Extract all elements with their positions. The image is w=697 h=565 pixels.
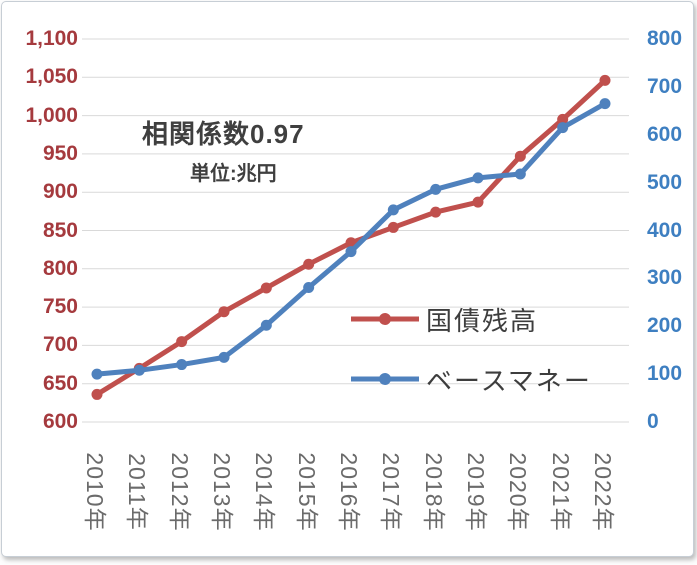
x-axis-tick: 2017年 bbox=[378, 452, 405, 532]
legend-label-base-money: ベースマネー bbox=[426, 365, 592, 396]
bond-balance-marker bbox=[303, 258, 315, 270]
left-axis-tick: 700 bbox=[42, 333, 78, 357]
x-axis-tick: 2015年 bbox=[293, 452, 320, 532]
bond-balance-marker bbox=[557, 113, 569, 125]
base-money-marker bbox=[387, 204, 399, 216]
base-money-marker bbox=[514, 168, 526, 180]
legend-item-base-money: ベースマネー bbox=[349, 365, 592, 396]
left-axis-tick: 650 bbox=[42, 371, 78, 395]
unit-annotation: 単位:兆円 bbox=[190, 163, 277, 185]
left-axis-tick: 750 bbox=[42, 295, 78, 319]
bond-balance-marker bbox=[430, 206, 442, 218]
bond-balance-legend-key bbox=[351, 313, 419, 325]
x-axis-tick: 2013年 bbox=[209, 452, 235, 532]
left-axis-tick: 900 bbox=[42, 180, 78, 204]
bond-balance-marker bbox=[218, 306, 230, 318]
right-axis-tick: 300 bbox=[647, 266, 683, 290]
bond-balance-marker bbox=[387, 221, 399, 233]
base-money-legend-key bbox=[351, 373, 419, 385]
bond-balance-legend-marker bbox=[379, 313, 391, 325]
line-chart-plot-area bbox=[82, 38, 629, 423]
base-money-marker bbox=[557, 122, 569, 134]
right-axis-tick: 0 bbox=[647, 410, 659, 433]
left-axis-tick: 950 bbox=[42, 141, 78, 165]
legend-item-bond-balance: 国債残高 bbox=[349, 305, 538, 336]
x-axis-tick: 2010年 bbox=[82, 452, 108, 532]
base-money-marker bbox=[91, 368, 103, 380]
x-axis-tick: 2018年 bbox=[420, 452, 447, 532]
base-money-marker bbox=[599, 98, 611, 110]
left-axis-tick: 800 bbox=[42, 256, 78, 280]
left-axis-tick: 850 bbox=[42, 218, 78, 242]
x-axis-tick: 2019年 bbox=[463, 452, 489, 532]
base-money-marker bbox=[303, 281, 315, 293]
bond-balance-marker bbox=[599, 74, 611, 86]
x-axis-tick: 2012年 bbox=[166, 452, 193, 532]
x-axis-tick: 2020年 bbox=[505, 452, 532, 532]
base-money-marker bbox=[133, 364, 145, 376]
left-axis-tick: 1,100 bbox=[25, 27, 78, 50]
right-axis-tick: 600 bbox=[647, 122, 683, 146]
chart-frame: 600 650 700 750 800 850 900 950 1,000 1,050 1,100 … bbox=[1, 1, 694, 557]
x-axis-tick: 2021年 bbox=[547, 452, 574, 532]
base-money-marker bbox=[345, 246, 357, 258]
right-axis-tick: 700 bbox=[647, 74, 683, 98]
x-axis-tick: 2011年 bbox=[124, 453, 151, 531]
right-axis-tick: 800 bbox=[647, 27, 683, 50]
left-axis-tick: 1,050 bbox=[25, 65, 78, 89]
x-axis-tick: 2022年 bbox=[590, 452, 616, 532]
base-money-marker bbox=[176, 359, 188, 371]
bond-balance-marker bbox=[176, 336, 188, 348]
left-axis-tick: 1,000 bbox=[25, 103, 78, 127]
legend-label-bond-balance: 国債残高 bbox=[426, 305, 539, 336]
bond-balance-marker bbox=[514, 150, 526, 162]
base-money-marker bbox=[218, 351, 230, 363]
base-money-marker bbox=[260, 319, 272, 331]
right-axis-tick: 400 bbox=[647, 218, 683, 242]
right-axis-tick: 500 bbox=[647, 170, 683, 194]
x-axis-tick: 2016年 bbox=[336, 452, 362, 532]
bond-balance-marker bbox=[91, 388, 103, 400]
correlation-annotation: 相関係数0.97 bbox=[142, 119, 305, 149]
bond-balance-marker bbox=[260, 282, 272, 294]
x-axis-tick: 2014年 bbox=[251, 452, 278, 532]
bond-balance-marker bbox=[472, 196, 484, 208]
base-money-marker bbox=[430, 183, 442, 195]
left-axis-tick: 600 bbox=[42, 410, 78, 433]
base-money-legend-marker bbox=[379, 373, 391, 385]
right-axis-tick: 100 bbox=[647, 362, 683, 386]
base-money-marker bbox=[472, 172, 484, 184]
right-axis-tick: 200 bbox=[647, 314, 683, 338]
